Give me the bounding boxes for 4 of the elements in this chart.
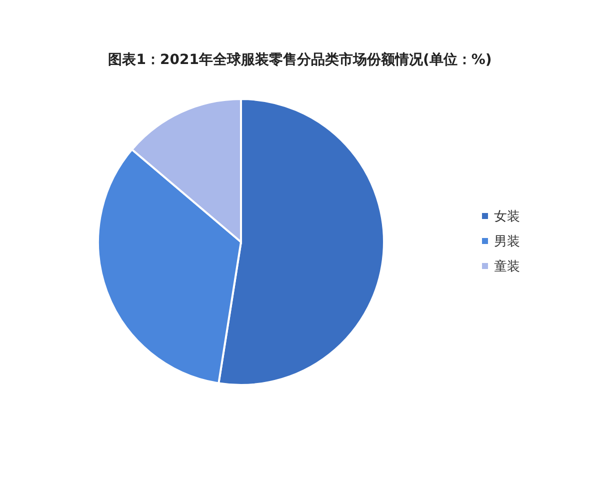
- legend-label: 男装: [494, 234, 520, 250]
- legend-label: 女装: [494, 210, 520, 225]
- legend-label: 童装: [494, 258, 520, 275]
- chart-title: 图表1：2021年全球服装零售分品类市场份额情况(单位：%): [108, 51, 492, 68]
